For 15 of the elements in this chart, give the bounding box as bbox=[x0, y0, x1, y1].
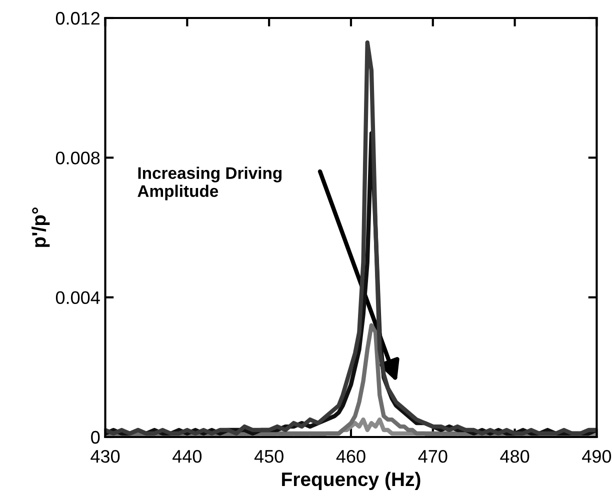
x-tick-label: 430 bbox=[90, 450, 120, 463]
y-axis-title: p'/p° bbox=[32, 208, 50, 247]
y-tick-label: 0.012 bbox=[56, 12, 100, 25]
annotation: Increasing Driving Amplitude bbox=[138, 166, 282, 200]
x-tick-label: 450 bbox=[254, 450, 284, 463]
x-axis-title: Frequency (Hz) bbox=[282, 472, 420, 490]
x-tick-label: 440 bbox=[172, 450, 202, 463]
y-tick-label: 0 bbox=[91, 430, 100, 444]
y-tick-label: 0.008 bbox=[56, 152, 100, 164]
x-tick-label: 470 bbox=[418, 450, 448, 463]
y-tick-label: 0.004 bbox=[56, 291, 100, 304]
line-series bbox=[105, 40, 597, 436]
x-tick-label: 490 bbox=[582, 450, 612, 463]
x-tick-label: 480 bbox=[500, 450, 530, 463]
x-tick-label: 460 bbox=[336, 450, 366, 463]
